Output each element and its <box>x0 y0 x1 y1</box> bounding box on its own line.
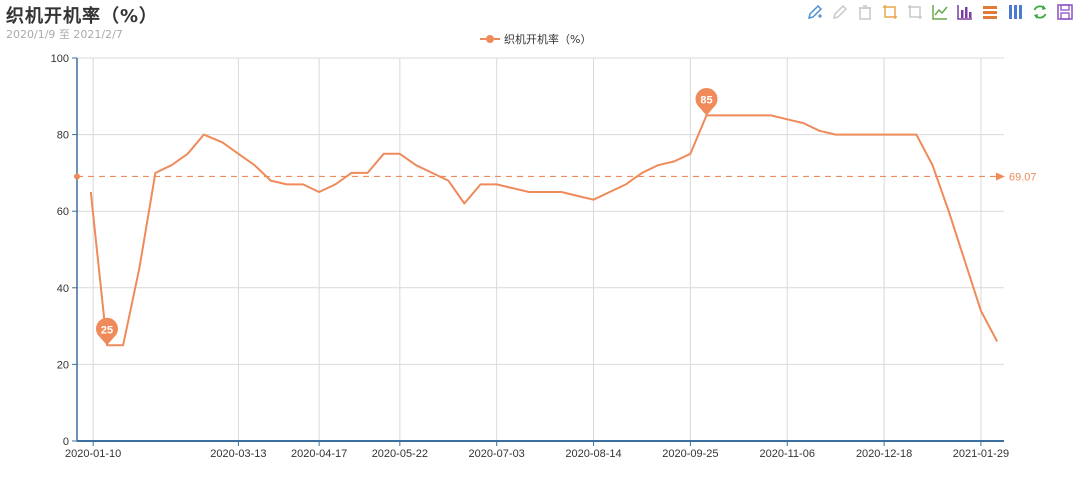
data-point[interactable] <box>219 139 225 145</box>
data-point[interactable] <box>445 178 451 184</box>
data-point[interactable] <box>897 132 903 138</box>
data-point[interactable] <box>429 170 435 176</box>
x-tick-label: 2020-03-13 <box>210 448 266 460</box>
mark-point-label: 25 <box>101 324 113 336</box>
legend[interactable]: 织机开机率（%） <box>480 31 591 47</box>
legend-line-marker-icon <box>480 34 500 44</box>
data-point[interactable] <box>623 181 629 187</box>
data-point[interactable] <box>639 170 645 176</box>
data-point[interactable] <box>574 193 580 199</box>
mark-point-label: 85 <box>700 94 712 106</box>
data-point[interactable] <box>784 116 790 122</box>
data-point[interactable] <box>252 162 258 168</box>
legend-label: 织机开机率（%） <box>504 33 592 46</box>
x-tick-label: 2020-01-10 <box>65 448 121 460</box>
data-point[interactable] <box>655 162 661 168</box>
data-point[interactable] <box>120 342 126 348</box>
mark-pen-icon[interactable] <box>806 3 824 21</box>
data-point[interactable] <box>413 162 419 168</box>
data-point[interactable] <box>365 170 371 176</box>
toolbox <box>806 3 1074 21</box>
average-mark-line-start <box>74 173 80 180</box>
data-point[interactable] <box>881 132 887 138</box>
series-line <box>89 114 998 347</box>
stack-icon[interactable] <box>981 3 999 21</box>
data-point[interactable] <box>946 208 952 214</box>
save-image-icon[interactable] <box>1056 3 1074 21</box>
data-point[interactable] <box>316 189 322 195</box>
data-point[interactable] <box>526 189 532 195</box>
data-point[interactable] <box>736 112 742 118</box>
tiled-icon[interactable] <box>1006 3 1024 21</box>
data-point[interactable] <box>300 181 306 187</box>
data-point[interactable] <box>152 170 158 176</box>
chart-subtitle: 2020/1/9 至 2021/2/7 <box>6 28 123 41</box>
data-point[interactable] <box>284 181 290 187</box>
zoom-icon[interactable] <box>881 3 899 21</box>
data-point[interactable] <box>461 201 467 207</box>
data-point[interactable] <box>913 132 919 138</box>
data-point[interactable] <box>542 189 548 195</box>
data-point[interactable] <box>978 308 984 314</box>
y-tick-label: 100 <box>51 53 69 65</box>
data-point[interactable] <box>607 189 613 195</box>
data-point[interactable] <box>185 151 191 157</box>
data-point[interactable] <box>201 132 207 138</box>
x-tick-label: 2020-07-03 <box>469 448 525 460</box>
data-point[interactable] <box>348 170 354 176</box>
data-point[interactable] <box>994 338 1000 344</box>
data-point[interactable] <box>332 181 338 187</box>
data-point[interactable] <box>720 112 726 118</box>
data-point[interactable] <box>930 162 936 168</box>
y-tick-label: 20 <box>57 359 69 371</box>
data-point[interactable] <box>849 132 855 138</box>
x-tick-label: 2020-12-18 <box>856 448 912 460</box>
data-point[interactable] <box>268 178 274 184</box>
data-point[interactable] <box>88 189 94 195</box>
data-point[interactable] <box>865 132 871 138</box>
y-tick-label: 40 <box>57 283 69 295</box>
line-chart-icon[interactable] <box>931 3 949 21</box>
x-tick-label: 2020-09-25 <box>662 448 718 460</box>
mark-point-pin <box>95 317 118 346</box>
refresh-icon[interactable] <box>1031 3 1049 21</box>
chart-title: 织机开机率（%） <box>6 6 159 27</box>
data-point[interactable] <box>833 132 839 138</box>
x-tick-label: 2020-04-17 <box>291 448 347 460</box>
mark-point-pin <box>695 87 718 116</box>
x-tick-label: 2020-08-14 <box>565 448 621 460</box>
data-point[interactable] <box>591 197 597 203</box>
y-tick-label: 0 <box>63 436 69 448</box>
y-tick-label: 60 <box>57 206 69 218</box>
data-point[interactable] <box>962 258 968 264</box>
average-mark-line-arrow <box>996 172 1005 181</box>
x-tick-label: 2020-05-22 <box>372 448 428 460</box>
x-tick-label: 2020-11-06 <box>760 448 815 460</box>
zoom-reset-icon[interactable] <box>906 3 924 21</box>
data-point[interactable] <box>817 128 823 134</box>
data-point[interactable] <box>494 181 500 187</box>
average-mark-line-label: 69.07 <box>1009 171 1037 183</box>
data-point[interactable] <box>169 162 175 168</box>
data-point[interactable] <box>768 112 774 118</box>
x-tick-label: 2021-01-29 <box>953 448 1009 460</box>
data-point[interactable] <box>235 151 241 157</box>
data-point[interactable] <box>510 185 516 191</box>
data-point[interactable] <box>752 112 758 118</box>
data-point[interactable] <box>478 181 484 187</box>
data-point[interactable] <box>671 158 677 164</box>
eraser-pen-icon[interactable] <box>831 3 849 21</box>
data-point[interactable] <box>397 151 403 157</box>
data-point[interactable] <box>800 120 806 126</box>
data-point[interactable] <box>136 266 142 272</box>
data-point[interactable] <box>558 189 564 195</box>
clear-icon[interactable] <box>856 3 874 21</box>
y-tick-label: 80 <box>57 130 69 142</box>
data-point[interactable] <box>687 151 693 157</box>
bar-chart-icon[interactable] <box>956 3 974 21</box>
data-point[interactable] <box>381 151 387 157</box>
